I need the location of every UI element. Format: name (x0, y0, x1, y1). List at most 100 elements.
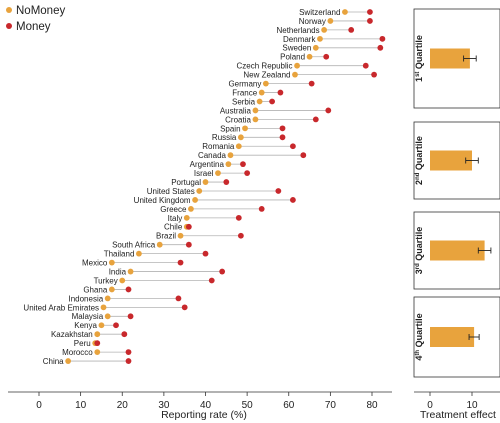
money-point (113, 322, 119, 329)
money-point (308, 80, 315, 87)
country-label: China (43, 357, 64, 366)
nomoney-point (94, 349, 101, 355)
money-point (279, 134, 286, 141)
row-portugal: Portugal (171, 178, 230, 187)
nomoney-point (100, 304, 107, 311)
quartile-suffix: nd (415, 172, 421, 180)
row-indonesia: Indonesia (68, 294, 182, 303)
money-point (240, 161, 246, 168)
nomoney-point (227, 152, 234, 159)
money-point (237, 232, 244, 239)
quartile-suffix: th (415, 350, 421, 356)
row-south-africa: South Africa (112, 241, 192, 250)
row-united-kingdom: United Kingdom (134, 196, 296, 205)
row-australia: Australia (220, 106, 332, 115)
country-label: Italy (168, 214, 183, 223)
money-point (312, 116, 319, 123)
row-france: France (232, 88, 284, 97)
money-point (290, 143, 296, 150)
dot-plot-rows: SwitzerlandNorwayNetherlandsDenmarkSwede… (23, 8, 386, 366)
nomoney-point (321, 27, 328, 33)
nomoney-point (237, 134, 244, 141)
country-label: Netherlands (276, 26, 319, 35)
nomoney-point (252, 107, 259, 114)
nomoney-point (108, 286, 115, 293)
country-label: Spain (220, 124, 240, 133)
money-point (208, 277, 215, 284)
money-point (371, 71, 377, 78)
row-brazil: Brazil (156, 232, 244, 241)
country-label: Sweden (282, 44, 311, 53)
money-point (219, 268, 226, 275)
country-label: Australia (220, 106, 252, 115)
quartile-suffix: st (415, 72, 421, 77)
x-tick-label: 30 (158, 400, 170, 411)
country-label: Israel (194, 169, 214, 178)
legend-money-label: Money (16, 21, 51, 33)
country-label: New Zealand (243, 71, 290, 80)
x-tick-label: 80 (366, 400, 378, 411)
country-label: South Africa (112, 241, 156, 250)
country-label: Czech Republic (237, 62, 293, 71)
money-point (300, 152, 307, 159)
money-point (235, 214, 242, 221)
nomoney-point (183, 214, 190, 221)
row-thailand: Thailand (104, 250, 209, 259)
row-mexico: Mexico (82, 259, 184, 268)
country-label: Serbia (232, 97, 256, 106)
quartile-1-box: 1st Quartile (413, 8, 500, 109)
treatment-bar (430, 150, 472, 171)
money-point (325, 107, 332, 114)
row-united-states: United States (147, 187, 282, 196)
quartile-2-box: 2nd Quartile (413, 121, 500, 200)
dot-plot-panel: SwitzerlandNorwayNetherlandsDenmarkSwede… (8, 8, 392, 421)
money-point (362, 62, 369, 69)
nomoney-point (215, 170, 221, 177)
country-label: Indonesia (68, 294, 103, 303)
row-kenya: Kenya (74, 321, 119, 330)
treatment-x-axis-label: Treatment effect (420, 409, 496, 421)
country-label: Malaysia (72, 312, 104, 321)
country-label: Denmark (283, 35, 316, 44)
row-israel: Israel (194, 169, 251, 178)
country-label: Mexico (82, 259, 108, 268)
money-point (367, 18, 373, 24)
row-united-arab-emirates: United Arab Emirates (23, 303, 188, 312)
country-label: Brazil (156, 232, 176, 241)
legend-money-marker (6, 23, 12, 29)
money-point (279, 125, 286, 132)
country-label: Ghana (83, 285, 108, 294)
row-morocco: Morocco (62, 348, 132, 357)
row-china: China (43, 357, 132, 366)
money-point (277, 89, 284, 96)
country-label: Germany (228, 80, 261, 89)
row-turkey: Turkey (94, 276, 215, 285)
x-tick-label: 40 (200, 400, 212, 411)
country-label: Norway (299, 17, 326, 26)
money-point (258, 206, 265, 212)
nomoney-point (292, 71, 298, 78)
money-point (125, 286, 132, 293)
quartile-word: Quartile (414, 35, 424, 72)
country-label: Croatia (225, 115, 251, 124)
nomoney-point (294, 62, 300, 69)
row-czech-republic: Czech Republic (237, 62, 369, 71)
nomoney-point (192, 197, 198, 203)
money-point (223, 179, 230, 185)
country-label: Morocco (62, 348, 93, 357)
nomoney-point (225, 161, 232, 168)
nomoney-point (108, 259, 115, 266)
nomoney-point (327, 18, 334, 24)
nomoney-point (104, 295, 111, 302)
money-point (185, 241, 192, 248)
quartile-frame (413, 8, 500, 109)
money-point (367, 9, 373, 15)
nomoney-point (196, 188, 203, 194)
legend: NoMoney Money (6, 5, 65, 33)
quartile-number: 4 (414, 356, 424, 361)
money-point (127, 313, 134, 320)
treatment-bar (430, 327, 475, 347)
x-tick-label: 70 (325, 400, 337, 411)
legend-nomoney-label: NoMoney (16, 5, 65, 17)
